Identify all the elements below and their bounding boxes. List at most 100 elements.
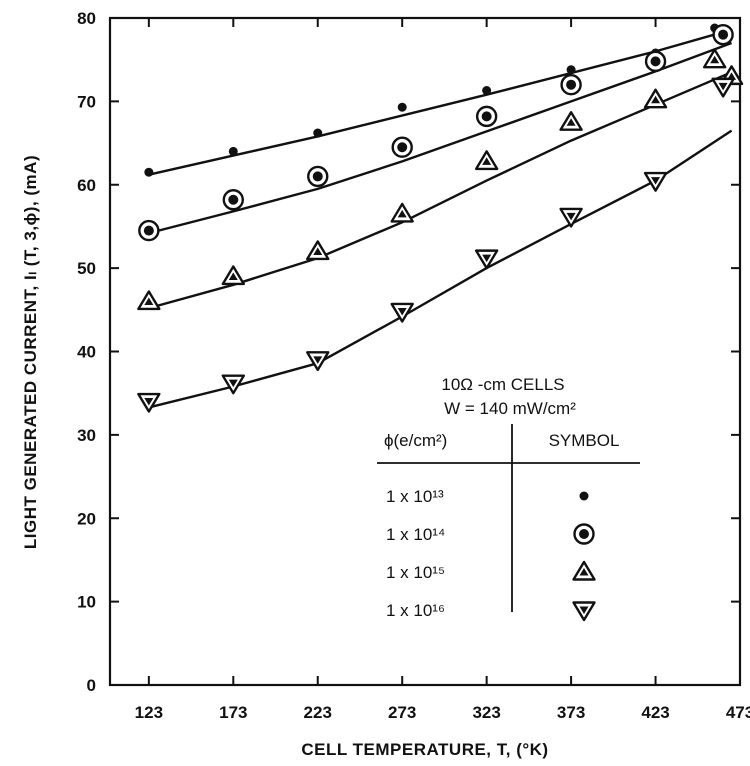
marker-triangle-fill [566, 212, 576, 221]
x-tick-label: 323 [472, 703, 500, 722]
y-tick-label: 20 [77, 509, 96, 528]
legend-entry-4: 1 x 10¹⁶ [386, 601, 445, 620]
data-point-series-2 [307, 165, 329, 188]
y-tick-label: 70 [77, 92, 96, 111]
marker-triangle-fill [579, 606, 589, 614]
fit-curves [148, 28, 733, 409]
marker-triangle-fill [228, 272, 238, 280]
marker-triangle-fill [566, 118, 576, 126]
marker-dot [397, 102, 407, 112]
marker-triangle-fill [228, 379, 238, 388]
marker-triangle-fill [482, 254, 492, 263]
data-point-series-4 [221, 374, 245, 395]
data-point-series-2 [712, 23, 734, 46]
x-axis: 123 173 223 273 323 373 423 473 [135, 18, 750, 722]
x-tick-label: 273 [388, 703, 416, 722]
data-point-series-4 [137, 392, 161, 413]
data-point-series-3 [474, 150, 499, 171]
data-point-series-1 [313, 128, 323, 138]
data-point-series-4 [474, 249, 499, 270]
y-axis: 0 10 20 30 40 50 60 70 80 [77, 9, 740, 695]
x-tick-label: 223 [304, 703, 332, 722]
data-point-series-2 [644, 50, 667, 73]
x-tick-label: 473 [726, 703, 750, 722]
marker-triangle-fill [482, 157, 492, 165]
data-point-series-4 [711, 77, 735, 98]
y-tick-label: 40 [77, 343, 96, 362]
marker-triangle-fill [144, 398, 154, 406]
marker-dot [397, 142, 408, 153]
legend-col1-header: ϕ(e/cm²) [384, 431, 447, 450]
marker-dot [566, 79, 577, 90]
data-point-series-2 [222, 189, 244, 211]
legend-symbol-4 [572, 601, 596, 622]
marker-triangle-fill [710, 55, 720, 64]
marker-dot [650, 56, 661, 67]
marker-triangle-fill [313, 247, 323, 255]
y-tick-label: 0 [87, 676, 96, 695]
marker-dot [579, 529, 589, 539]
data-point-series-1 [397, 102, 407, 112]
marker-dot [718, 29, 729, 40]
x-tick-label: 373 [557, 703, 585, 722]
y-tick-label: 10 [77, 593, 96, 612]
legend-col2-header: SYMBOL [549, 431, 620, 450]
legend-symbols [572, 491, 596, 622]
data-point-series-3 [702, 48, 727, 69]
data-point-series-1 [482, 86, 492, 96]
marker-dot [313, 128, 323, 138]
data-point-series-1 [144, 167, 154, 177]
legend-symbol-2 [573, 523, 595, 545]
marker-dot [481, 111, 492, 122]
marker-triangle-fill [144, 297, 154, 305]
data-point-series-3 [137, 290, 161, 311]
data-point-series-2 [475, 105, 498, 128]
marker-triangle-fill [313, 356, 323, 364]
x-tick-label: 423 [641, 703, 669, 722]
data-point-series-1 [228, 146, 238, 156]
legend-title-1: 10Ω -cm CELLS [441, 375, 564, 394]
marker-dot [482, 86, 492, 96]
fit-curve-series-4 [148, 129, 733, 409]
data-point-series-4 [643, 171, 668, 192]
marker-dot [312, 171, 323, 182]
x-tick-label: 123 [135, 703, 163, 722]
marker-dot [228, 194, 239, 205]
marker-dot [143, 225, 154, 236]
data-point-series-2 [560, 73, 582, 96]
data-point-series-3 [390, 202, 414, 223]
y-tick-label: 80 [77, 9, 96, 28]
marker-triangle-fill [397, 307, 407, 316]
data-points [137, 23, 744, 413]
marker-dot [228, 146, 238, 156]
legend: 10Ω -cm CELLS W = 140 mW/cm² ϕ(e/cm²) SY… [377, 375, 640, 622]
marker-triangle-fill [579, 568, 589, 576]
marker-dot [566, 65, 576, 75]
legend-title-2: W = 140 mW/cm² [444, 399, 576, 418]
data-point-series-2 [138, 219, 160, 242]
marker-dot [579, 491, 589, 501]
data-point-series-3 [221, 265, 245, 286]
data-point-series-3 [306, 240, 330, 261]
plot-frame [108, 16, 742, 687]
data-point-series-4 [390, 302, 414, 323]
x-tick-label: 173 [219, 703, 247, 722]
y-axis-title: LIGHT GENERATED CURRENT, Iₗ (T, 3,ϕ), (m… [21, 155, 40, 549]
legend-entry-1: 1 x 10¹³ [386, 487, 444, 506]
legend-entry-2: 1 x 10¹⁴ [386, 525, 445, 544]
y-tick-label: 60 [77, 176, 96, 195]
data-point-series-3 [643, 88, 668, 109]
marker-triangle-fill [651, 95, 661, 104]
fit-curve-series-3 [148, 71, 733, 310]
legend-entry-3: 1 x 10¹⁵ [386, 563, 445, 582]
legend-symbol-1 [579, 491, 589, 501]
marker-dot [144, 167, 154, 177]
data-point-series-1 [566, 65, 576, 75]
data-point-series-3 [559, 111, 583, 131]
marker-triangle-fill [397, 209, 407, 218]
marker-triangle-fill [651, 177, 661, 185]
y-tick-label: 30 [77, 426, 96, 445]
marker-triangle-fill [718, 82, 728, 91]
data-point-series-2 [391, 136, 413, 158]
y-tick-label: 50 [77, 259, 96, 278]
